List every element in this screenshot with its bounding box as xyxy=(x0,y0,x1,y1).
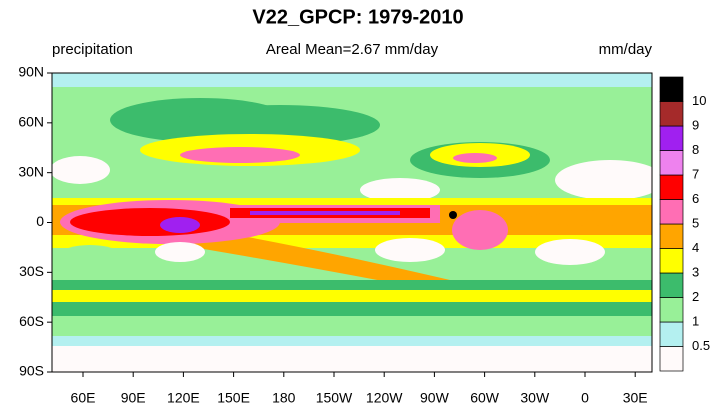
center-label: Areal Mean=2.67 mm/day xyxy=(266,41,439,58)
colorbar-label: 4 xyxy=(692,240,699,255)
australia-dry xyxy=(155,242,205,262)
colorbar-box xyxy=(659,125,684,151)
dry-zone xyxy=(360,178,440,202)
maritime-core xyxy=(70,208,230,236)
lon-label: 60W xyxy=(470,390,500,406)
colorbar-label: 9 xyxy=(692,117,699,132)
colorbar-label: 8 xyxy=(692,142,699,157)
maritime-max xyxy=(160,217,200,233)
lon-label: 90W xyxy=(420,390,450,406)
indian-dry xyxy=(60,245,120,265)
kuroshio-core xyxy=(180,147,300,163)
lon-label: 0 xyxy=(581,390,589,406)
colorbar-label: 10 xyxy=(692,93,706,108)
lon-label: 150E xyxy=(217,390,250,406)
arctic xyxy=(52,73,652,87)
lat-label: 90N xyxy=(18,64,44,80)
lon-label: 90E xyxy=(121,390,146,406)
colorbar-box xyxy=(659,76,684,102)
lat-label: 30S xyxy=(19,263,44,279)
colorbar-box xyxy=(659,321,684,347)
left-label: precipitation xyxy=(52,41,133,58)
colorbar-box xyxy=(659,297,684,323)
lon-label: 150W xyxy=(316,390,353,406)
lat-label: 90S xyxy=(19,363,44,379)
colorbar-box xyxy=(659,199,684,225)
itcz-max xyxy=(250,211,400,215)
lon-label: 120W xyxy=(366,390,403,406)
colorbar-box xyxy=(659,223,684,249)
colorbar-box xyxy=(659,346,684,372)
lon-label: 30E xyxy=(623,390,648,406)
atlantic-itcz xyxy=(530,210,650,226)
lat-label: 30N xyxy=(18,163,44,179)
se-pacific-dry xyxy=(375,238,445,262)
title: V22_GPCP: 1979-2010 xyxy=(252,6,463,28)
choco-max xyxy=(449,211,457,219)
se-atlantic-dry xyxy=(535,239,605,265)
colorbar-label: 2 xyxy=(692,289,699,304)
colorbar-label: 1 xyxy=(692,313,699,328)
lat-label: 0 xyxy=(36,213,44,229)
antarctic-margin xyxy=(52,322,652,338)
sahara xyxy=(555,160,652,200)
gulf-stream-core xyxy=(453,153,497,163)
colorbar-label: 5 xyxy=(692,215,699,230)
lon-label: 30W xyxy=(520,390,550,406)
right-label: mm/day xyxy=(599,41,653,58)
colorbar-box xyxy=(659,248,684,274)
colorbar-box xyxy=(659,174,684,200)
colorbar-box xyxy=(659,272,684,298)
spcz xyxy=(180,225,450,290)
colorbar-label: 7 xyxy=(692,166,699,181)
southern-track-core xyxy=(52,290,652,302)
map-field xyxy=(52,73,652,372)
colorbar-label: 6 xyxy=(692,191,699,206)
antarctica xyxy=(52,346,652,372)
lat-label: 60N xyxy=(18,114,44,130)
lon-label: 180 xyxy=(272,390,296,406)
lon-label: 60E xyxy=(71,390,96,406)
colorbar-box xyxy=(659,101,684,127)
lon-label: 120E xyxy=(167,390,200,406)
colorbar-box xyxy=(659,150,684,176)
lat-label: 60S xyxy=(19,313,44,329)
amazon xyxy=(452,210,508,250)
arabia xyxy=(52,156,110,184)
antarctic-coast xyxy=(52,336,652,348)
colorbar-label: 0.5 xyxy=(692,338,710,353)
colorbar-label: 3 xyxy=(692,264,699,279)
